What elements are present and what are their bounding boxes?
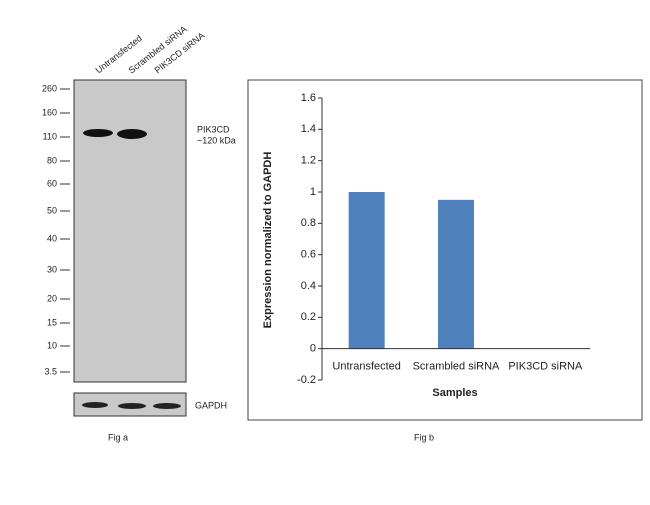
band [117, 129, 147, 139]
marker-label: 3.5 [44, 366, 57, 376]
y-axis-label: Expression normalized to GAPDH [262, 152, 274, 329]
marker-label: 110 [43, 131, 57, 141]
band [82, 402, 108, 408]
marker-label: 20 [47, 293, 57, 303]
y-tick-label: 0 [310, 343, 316, 355]
bar [348, 192, 385, 349]
x-tick-label: PIK3CD siRNA [508, 361, 583, 373]
marker-label: 60 [47, 178, 57, 188]
x-axis-label: Samples [432, 387, 477, 399]
y-tick-label: 1.2 [301, 155, 316, 167]
y-tick-label: 1 [310, 186, 316, 198]
marker-label: 260 [42, 83, 57, 93]
chart-frame [247, 79, 643, 421]
y-tick-label: 1.4 [301, 123, 316, 135]
marker-label: 10 [47, 340, 57, 350]
band-label: PIK3CD [197, 124, 230, 134]
marker-label: 80 [47, 155, 57, 165]
band [118, 403, 146, 409]
y-tick-label: 0.6 [301, 249, 316, 261]
marker-label: 40 [47, 233, 57, 243]
y-tick-label: 0.2 [301, 311, 316, 323]
y-tick-label: 0.4 [301, 280, 316, 292]
band-size: ~120 kDa [197, 135, 236, 145]
caption: Fig a [108, 432, 128, 442]
marker-label: 15 [47, 317, 57, 327]
marker-label: 160 [42, 107, 57, 117]
y-tick-label: 1.6 [301, 92, 316, 104]
gapdh-label: GAPDH [195, 400, 227, 410]
caption: Fig b [414, 432, 434, 442]
bar [438, 199, 474, 349]
y-tick-label: 0.8 [301, 217, 316, 229]
x-tick-label: Untransfected [332, 361, 400, 373]
marker-label: 50 [47, 205, 57, 215]
x-tick-label: Scrambled siRNA [413, 361, 500, 373]
band [153, 403, 181, 409]
marker-label: 30 [47, 264, 57, 274]
band [83, 129, 113, 137]
blot-membrane [73, 79, 187, 383]
y-tick-label: -0.2 [297, 374, 316, 386]
